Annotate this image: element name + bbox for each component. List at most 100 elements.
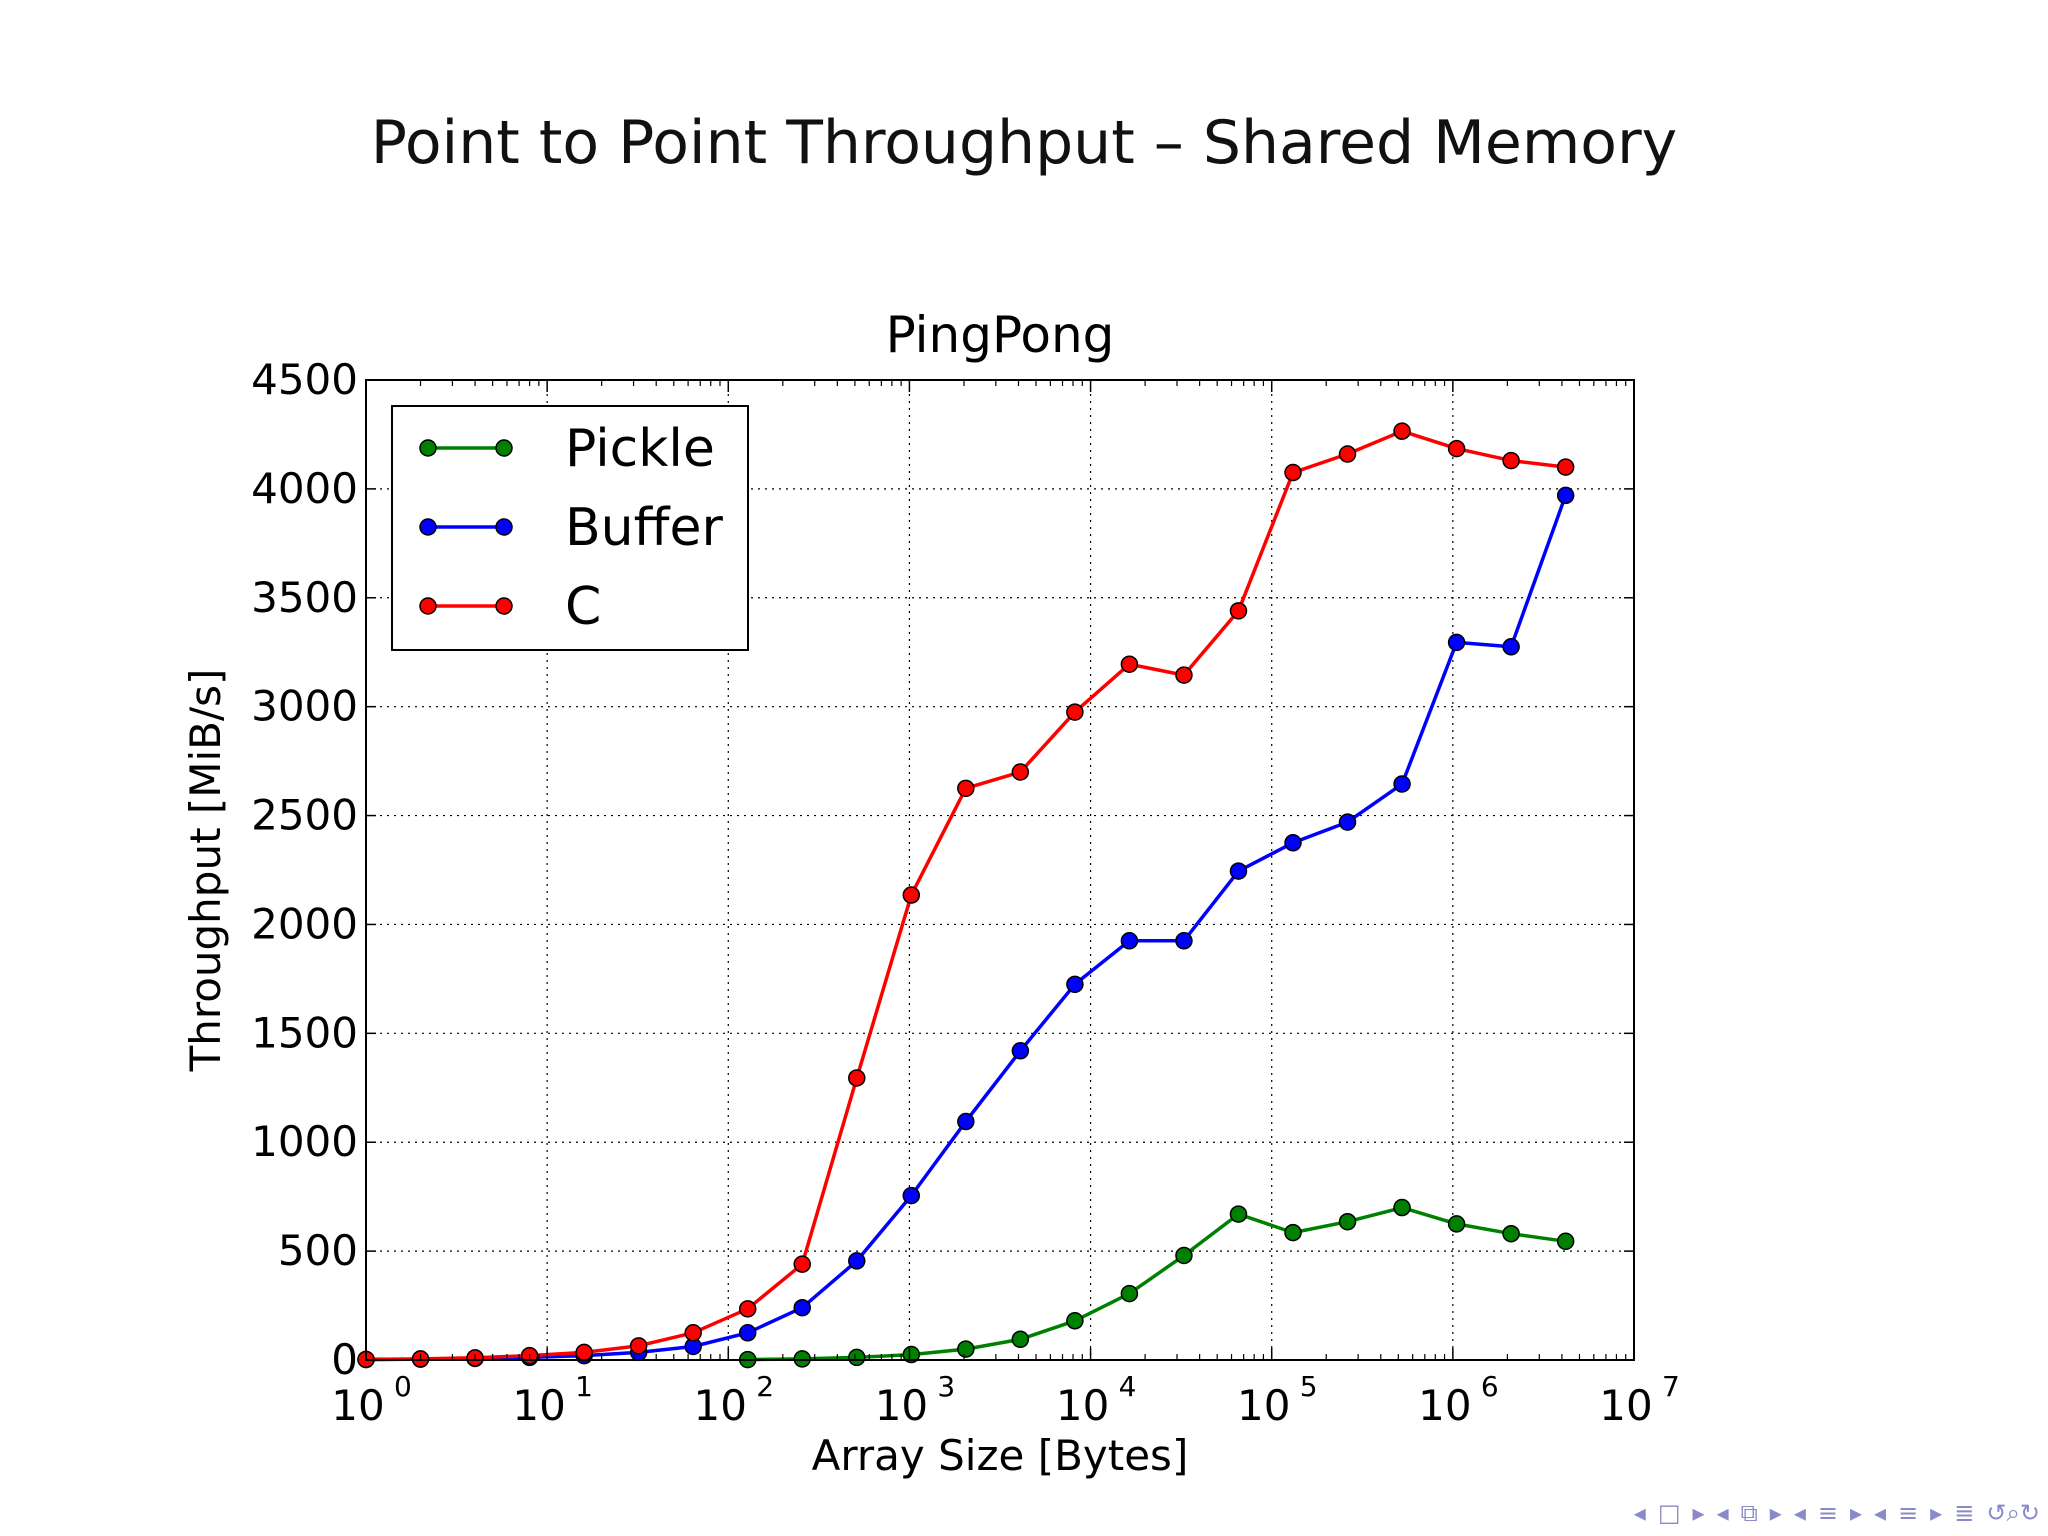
subsection-icon[interactable]: ⧉ bbox=[1740, 1499, 1758, 1527]
x-tick-exponent: 3 bbox=[937, 1370, 955, 1403]
data-point-buffer bbox=[1447, 633, 1466, 652]
data-point-c bbox=[629, 1337, 648, 1355]
x-tick-exponent: 0 bbox=[394, 1370, 412, 1403]
data-point-buffer bbox=[1284, 834, 1302, 852]
y-tick-label: 2000 bbox=[251, 899, 358, 948]
x-tick-label: 10 bbox=[331, 1381, 384, 1430]
data-point-c bbox=[1011, 763, 1030, 781]
search-icon[interactable]: ↺⌕↻ bbox=[1986, 1499, 2040, 1527]
left-arrow-icon[interactable]: ◂ bbox=[1874, 1499, 1887, 1527]
right-arrow-icon[interactable]: ▸ bbox=[1692, 1499, 1705, 1527]
data-point-buffer bbox=[902, 1186, 921, 1205]
legend-marker-buffer bbox=[495, 518, 513, 536]
data-point-c bbox=[1120, 655, 1139, 673]
outline-icon[interactable]: ≡ bbox=[1898, 1499, 1919, 1527]
legend-marker-pickle bbox=[419, 439, 437, 457]
series-line-pickle bbox=[747, 1205, 1566, 1362]
data-point-pickle bbox=[1011, 1330, 1030, 1349]
data-point-c bbox=[575, 1343, 593, 1362]
left-arrow-icon[interactable]: ◂ bbox=[1716, 1499, 1729, 1527]
data-point-c bbox=[1175, 666, 1193, 684]
data-point-pickle bbox=[848, 1348, 866, 1367]
right-arrow-icon[interactable]: ▸ bbox=[1769, 1499, 1782, 1527]
data-point-c bbox=[1393, 422, 1411, 440]
data-point-c bbox=[793, 1255, 811, 1273]
y-tick-label: 0 bbox=[331, 1335, 358, 1384]
data-point-buffer bbox=[1175, 932, 1193, 950]
x-tick-label: 10 bbox=[1599, 1381, 1652, 1430]
legend-label-buffer: Buffer bbox=[565, 498, 723, 558]
chart-title: PingPong bbox=[886, 306, 1115, 364]
x-tick-label: 10 bbox=[1056, 1381, 1109, 1430]
data-point-buffer bbox=[848, 1252, 866, 1270]
data-point-buffer bbox=[1120, 932, 1139, 950]
data-point-c bbox=[1229, 602, 1248, 620]
x-tick-label: 10 bbox=[875, 1381, 928, 1430]
data-point-buffer bbox=[957, 1112, 975, 1131]
data-point-c bbox=[1284, 463, 1302, 482]
data-point-c bbox=[1502, 451, 1520, 470]
data-point-buffer bbox=[793, 1298, 811, 1317]
data-point-c bbox=[1338, 445, 1357, 463]
data-point-pickle bbox=[1502, 1224, 1520, 1243]
data-point-pickle bbox=[1175, 1246, 1193, 1265]
beamer-navigation[interactable]: ◂ □ ▸ ◂ ⧉ ▸ ◂ ≡ ▸ ◂ ≡ ▸ ≣ ↺⌕↻ bbox=[1310, 1497, 2040, 1529]
left-arrow-icon[interactable]: ◂ bbox=[1633, 1499, 1646, 1527]
data-point-pickle bbox=[1066, 1312, 1084, 1330]
section-icon[interactable]: ≡ bbox=[1817, 1499, 1838, 1527]
legend-marker-pickle bbox=[495, 439, 513, 457]
legend-label-pickle: Pickle bbox=[565, 419, 715, 479]
data-point-pickle bbox=[1120, 1284, 1139, 1303]
data-point-c bbox=[684, 1324, 702, 1342]
x-tick-exponent: 5 bbox=[1300, 1370, 1318, 1403]
legend-marker-c bbox=[495, 597, 513, 615]
data-point-pickle bbox=[1338, 1212, 1357, 1231]
left-arrow-icon[interactable]: ◂ bbox=[1793, 1499, 1806, 1527]
y-tick-label: 1500 bbox=[251, 1008, 358, 1057]
data-point-pickle bbox=[1284, 1223, 1302, 1242]
y-tick-label: 1000 bbox=[251, 1117, 358, 1166]
data-point-pickle bbox=[1229, 1205, 1248, 1223]
data-point-buffer bbox=[1066, 975, 1084, 994]
y-tick-label: 4000 bbox=[251, 464, 358, 513]
right-arrow-icon[interactable]: ▸ bbox=[1849, 1499, 1863, 1527]
y-tick-label: 4500 bbox=[251, 355, 358, 404]
plot-frame bbox=[365, 379, 1635, 1361]
align-icon[interactable]: ≣ bbox=[1954, 1499, 1975, 1527]
data-point-pickle bbox=[902, 1345, 921, 1364]
data-point-c bbox=[902, 886, 921, 904]
right-arrow-icon[interactable]: ▸ bbox=[1930, 1499, 1943, 1527]
legend-marker-c bbox=[419, 597, 437, 615]
x-tick-exponent: 2 bbox=[756, 1370, 774, 1403]
x-tick-label: 10 bbox=[694, 1381, 747, 1430]
data-point-pickle bbox=[1556, 1232, 1575, 1251]
slide-title: Point to Point Throughput – Shared Memor… bbox=[370, 108, 1678, 178]
data-point-buffer bbox=[738, 1324, 757, 1342]
y-axis-label: Throughput [MiB/s] bbox=[181, 669, 230, 1073]
data-point-buffer bbox=[1393, 775, 1411, 793]
chart-legend: Pickle Buffer C bbox=[391, 405, 749, 651]
frame-icon[interactable]: □ bbox=[1657, 1499, 1681, 1527]
x-tick-exponent: 7 bbox=[1662, 1370, 1680, 1403]
legend-marker-buffer bbox=[419, 518, 437, 536]
data-point-pickle bbox=[1393, 1198, 1411, 1217]
legend-label-c: C bbox=[565, 577, 601, 637]
x-tick-label: 10 bbox=[1418, 1381, 1471, 1430]
data-point-c bbox=[738, 1300, 757, 1318]
x-tick-exponent: 4 bbox=[1119, 1370, 1137, 1403]
x-tick-exponent: 1 bbox=[575, 1370, 593, 1403]
y-tick-label: 3500 bbox=[251, 573, 358, 622]
data-point-buffer bbox=[1011, 1042, 1030, 1060]
x-tick-label: 10 bbox=[1237, 1381, 1290, 1430]
data-point-c bbox=[957, 779, 975, 798]
data-point-c bbox=[1066, 703, 1084, 721]
data-point-pickle bbox=[793, 1350, 811, 1368]
x-axis-label: Array Size [Bytes] bbox=[812, 1431, 1189, 1480]
data-point-buffer bbox=[1502, 638, 1520, 656]
y-tick-label: 2500 bbox=[251, 791, 358, 840]
data-point-c bbox=[848, 1069, 866, 1087]
data-point-pickle bbox=[1447, 1215, 1466, 1233]
data-point-buffer bbox=[1338, 813, 1357, 831]
